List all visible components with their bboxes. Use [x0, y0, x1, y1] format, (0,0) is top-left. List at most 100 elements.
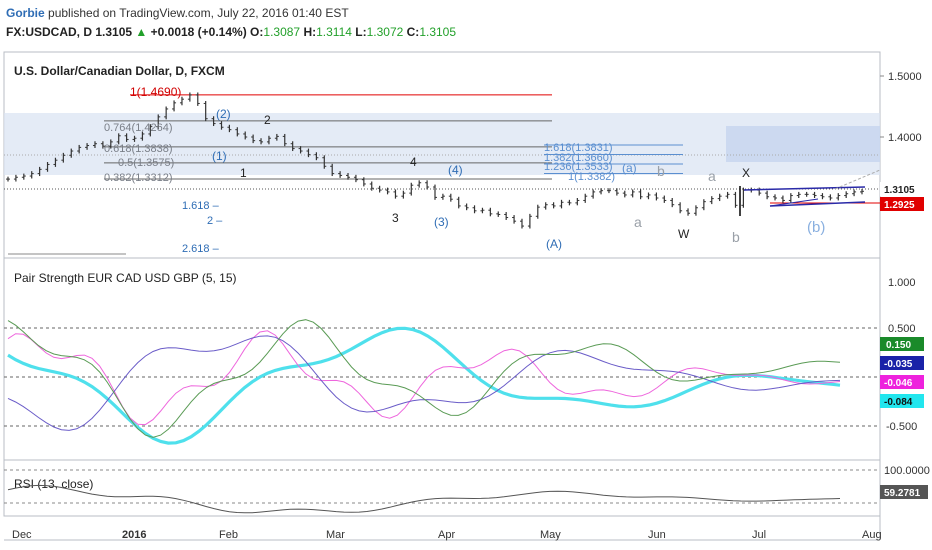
- usd-value-text: -0.035: [884, 359, 913, 370]
- ext-label-1236: 1.236(1.3533): [544, 161, 613, 173]
- rsi-pane[interactable]: [3, 459, 881, 517]
- symbol-label[interactable]: FX:USDCAD, D: [6, 25, 92, 39]
- price-bar: [353, 174, 358, 183]
- price-bar: [108, 139, 113, 149]
- price-bar: [599, 188, 604, 195]
- price-bar: [401, 190, 406, 199]
- published-text: published on TradingView.com, July 22, 2…: [48, 6, 349, 20]
- price-bar: [61, 152, 66, 163]
- strength-pane[interactable]: [3, 257, 881, 461]
- price-bar: [709, 196, 714, 205]
- wave-label-a2: a: [708, 168, 716, 184]
- author-link[interactable]: Gorbie: [6, 6, 45, 20]
- price-bar: [860, 188, 864, 195]
- price-bar: [219, 121, 224, 130]
- price-bar: [606, 188, 611, 194]
- price-bar: [686, 208, 691, 216]
- eur-value-badge: [880, 394, 924, 408]
- price-bar: [338, 171, 343, 178]
- price-bar: [100, 141, 105, 149]
- last-price-badge: [880, 182, 924, 196]
- price-bar: [496, 211, 501, 217]
- time-tick-feb: Feb: [219, 529, 238, 541]
- wave-label-p4: (4): [448, 163, 463, 177]
- ext-label-1382: 1.382(1.3660): [544, 152, 613, 164]
- projection-line[interactable]: [834, 169, 881, 190]
- price-change: +0.0018 (+0.14%): [150, 25, 247, 39]
- price-bar: [551, 202, 556, 209]
- left-fib-2618: 2.618 –: [182, 243, 220, 255]
- left-fib-1618: 1.618 –: [182, 200, 220, 212]
- fib-label-0618: 0.618(1.3838): [104, 143, 173, 155]
- price-bar: [164, 106, 169, 120]
- open-value: 1.3087: [263, 25, 301, 39]
- price-bar: [409, 182, 414, 196]
- price-bar: [440, 193, 445, 200]
- price-bar: [361, 177, 366, 187]
- price-bar: [725, 191, 730, 199]
- strength-tick-0500: 0.500: [888, 323, 916, 335]
- price-tick-1500: 1.5000: [888, 71, 922, 83]
- price-bar: [828, 194, 833, 201]
- price-bar: [670, 198, 675, 208]
- last-price-badge-text: 1.3105: [884, 185, 915, 196]
- price-bar: [788, 193, 793, 203]
- price-bar: [662, 195, 667, 203]
- price-bar: [773, 194, 778, 201]
- price-bar: [290, 141, 295, 152]
- price-bar: [796, 191, 801, 198]
- price-bar: [124, 133, 129, 142]
- ext-label-1618: 1.618(1.3831): [544, 142, 613, 154]
- lower-trendline[interactable]: [769, 201, 866, 207]
- price-bar: [298, 146, 303, 154]
- price-bar: [77, 144, 82, 154]
- rsi-value-badge: [880, 485, 928, 499]
- price-bar: [820, 193, 825, 200]
- price-bar: [322, 155, 327, 169]
- price-bar: [638, 189, 643, 200]
- wave-label-4: 4: [410, 155, 417, 169]
- strength-tick-neg0500: -0.500: [886, 421, 917, 433]
- price-bar: [717, 193, 722, 202]
- strength-tick-1000: 1.000: [888, 277, 916, 289]
- price-bar: [504, 212, 509, 220]
- usd-value-badge: [880, 356, 924, 370]
- fib-zone-right: [726, 126, 880, 162]
- fib-retracement[interactable]: [104, 94, 552, 180]
- fib-label-05: 0.5(1.3575): [118, 157, 174, 169]
- last-price: 1.3105: [95, 25, 133, 39]
- wave-label-pa: (A): [546, 237, 562, 251]
- price-bar: [148, 124, 153, 137]
- price-bar: [780, 195, 785, 203]
- wave-label-b1: b: [657, 163, 665, 179]
- red-line-badge-text: 1.2925: [884, 200, 915, 211]
- time-axis[interactable]: Dec 2016 Feb Mar Apr May Jun Jul Aug: [12, 529, 882, 541]
- price-bar: [488, 207, 493, 217]
- price-bar: [393, 189, 398, 199]
- upper-trendline[interactable]: [743, 186, 866, 191]
- price-bar: [630, 189, 635, 198]
- wave-label-x: X: [742, 166, 750, 180]
- price-bar: [512, 215, 517, 224]
- price-bar: [678, 202, 683, 214]
- gbp-value-badge: [880, 337, 924, 351]
- time-tick-jul: Jul: [752, 529, 766, 541]
- price-bar: [282, 133, 287, 147]
- up-arrow-icon: ▲: [135, 25, 148, 39]
- price-bar: [377, 185, 382, 193]
- price-bar: [13, 174, 18, 182]
- price-bar: [765, 190, 770, 200]
- close-value: 1.3105: [419, 25, 457, 39]
- price-bar: [852, 189, 857, 197]
- wave-label-p3: (3): [434, 215, 449, 229]
- low-value: 1.3072: [366, 25, 404, 39]
- channel-segment[interactable]: [769, 198, 819, 207]
- price-bar: [575, 198, 580, 206]
- price-bar: [140, 131, 145, 141]
- price-bar: [37, 166, 42, 177]
- price-bar: [29, 171, 34, 179]
- price-tick-1400: 1.4000: [888, 132, 922, 144]
- price-bar: [417, 180, 422, 188]
- price-bar: [385, 187, 390, 195]
